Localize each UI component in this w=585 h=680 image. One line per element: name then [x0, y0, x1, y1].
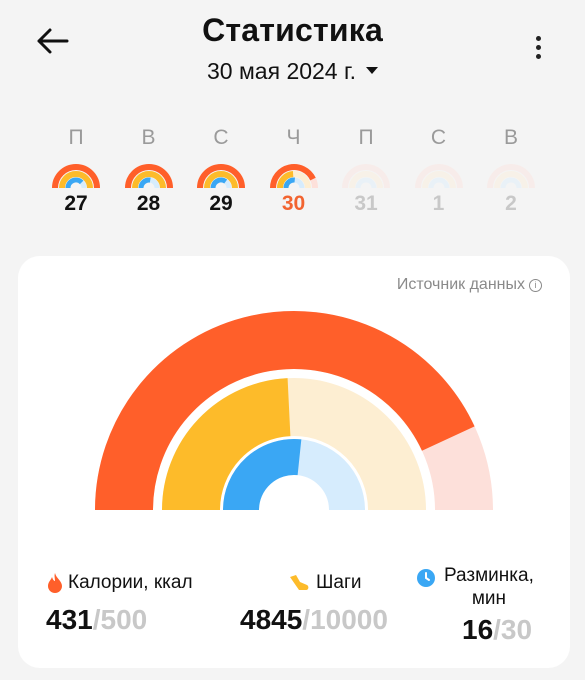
day-weekday-label: С	[213, 126, 229, 149]
day-number: 1	[432, 192, 445, 215]
activity-card: Источник данных i Калории, ккал 431/500 Ш…	[18, 256, 570, 668]
mini-steps-progress	[131, 171, 166, 188]
calories-value: 431	[46, 604, 93, 635]
data-source-link[interactable]: Источник данных i	[397, 276, 542, 294]
warmup-goal: /30	[493, 614, 533, 645]
date-selector[interactable]: 30 мая 2024 г.	[0, 58, 585, 85]
dropdown-caret-icon	[365, 67, 378, 75]
day-number: 30	[281, 192, 306, 215]
mini-warmup-progress	[210, 177, 228, 188]
activity-rings	[95, 311, 493, 512]
top-bar: Статистика 30 мая 2024 г.	[0, 0, 585, 100]
mini-calories-progress	[269, 164, 316, 188]
day-item-27[interactable]: П 27	[46, 126, 106, 216]
mini-steps-track	[494, 171, 528, 188]
steps-goal: /10000	[302, 604, 388, 635]
day-rings-icon	[414, 164, 463, 188]
flame-icon	[48, 573, 62, 593]
mini-warmup-progress	[138, 177, 151, 188]
warmup-ring-progress	[223, 439, 302, 511]
day-weekday-label: В	[141, 126, 156, 149]
mini-calories-track	[342, 164, 390, 188]
warmup-label-line2: мин	[471, 588, 507, 609]
info-icon: i	[529, 279, 542, 292]
steps-ring-progress	[162, 378, 292, 512]
day-rings-icon	[487, 164, 535, 188]
mini-calories-progress	[197, 164, 245, 188]
day-item-31[interactable]: П 31	[336, 126, 396, 216]
clock-icon	[417, 569, 435, 587]
day-number: 27	[64, 192, 88, 215]
mini-warmup-progress	[283, 177, 295, 188]
day-number: 31	[354, 192, 378, 215]
mini-calories-progress	[52, 164, 100, 188]
mini-warmup-track	[355, 177, 377, 188]
mini-steps-track	[349, 171, 383, 188]
steps-label: Шаги	[316, 572, 362, 593]
day-weekday-label: В	[503, 126, 518, 149]
mini-steps-progress	[59, 171, 93, 188]
day-weekday-label: П	[358, 126, 374, 149]
day-rings-icon	[269, 164, 318, 188]
day-number: 29	[209, 192, 233, 215]
mini-calories-progress	[124, 164, 173, 188]
day-weekday-label: Ч	[286, 126, 301, 149]
day-number: 28	[136, 192, 161, 215]
day-weekday-label: П	[68, 126, 84, 149]
mini-steps-track	[421, 171, 456, 188]
day-item-28[interactable]: В 28	[119, 126, 179, 216]
page-title: Статистика	[202, 12, 383, 48]
mini-warmup-track	[500, 177, 522, 188]
calories-ring-progress	[95, 311, 475, 511]
mini-calories-track	[487, 164, 535, 188]
shoe-icon	[290, 575, 309, 590]
date-label: 30 мая 2024 г.	[207, 58, 356, 84]
steps-value: 4845	[240, 604, 303, 635]
week-strip: П 27 В 28 С 29 Ч 30 П 31 С 1 В 2	[0, 126, 585, 226]
stat-steps: Шаги 4845/10000	[240, 572, 388, 636]
mini-steps-progress	[204, 171, 238, 188]
day-rings-icon	[124, 164, 173, 188]
day-weekday-label: С	[430, 126, 447, 149]
stat-warmup: Разминка, мин 16/30	[416, 564, 556, 646]
calories-goal: /500	[92, 604, 148, 635]
back-arrow-icon[interactable]	[34, 26, 70, 56]
more-options-icon[interactable]	[528, 36, 548, 62]
warmup-label-line1: Разминка,	[444, 565, 534, 586]
day-number: 2	[505, 192, 517, 215]
day-rings-icon	[342, 164, 390, 188]
day-item-30[interactable]: Ч 30	[264, 126, 324, 216]
day-item-29[interactable]: С 29	[191, 126, 251, 216]
day-rings-icon	[52, 164, 100, 188]
data-source-label: Источник данных	[396, 276, 525, 293]
mini-calories-track	[414, 164, 463, 188]
mini-warmup-track	[428, 177, 449, 188]
mini-steps-progress	[276, 171, 294, 188]
warmup-value: 16	[462, 614, 494, 645]
mini-warmup-progress	[65, 177, 84, 188]
stat-calories: Калории, ккал 431/500	[46, 572, 193, 636]
calories-label: Калории, ккал	[68, 572, 193, 593]
day-rings-icon	[197, 164, 245, 188]
